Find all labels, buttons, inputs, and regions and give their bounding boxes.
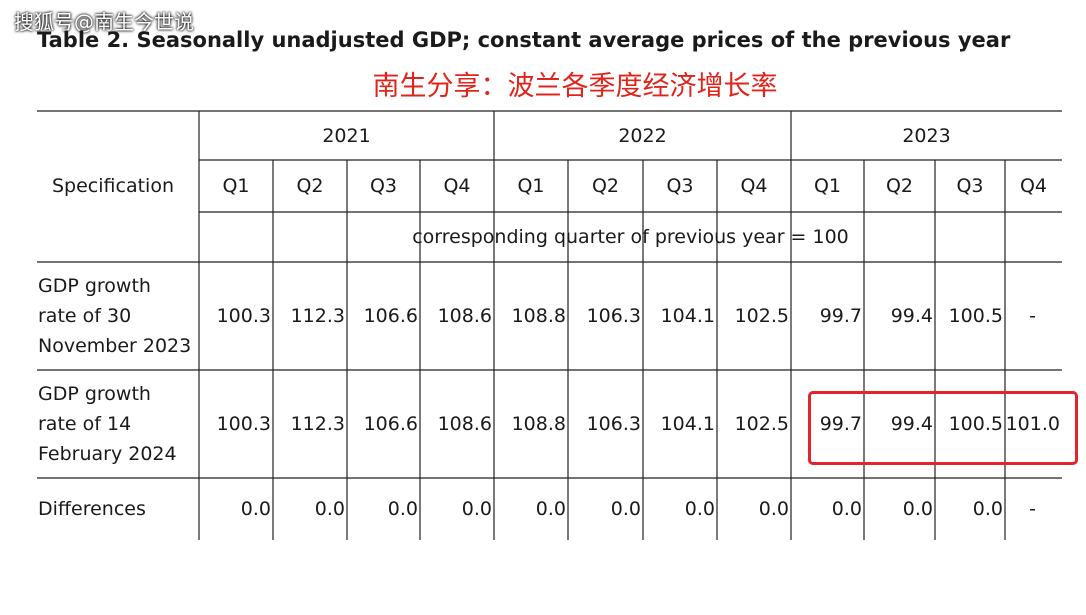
quarter-header: Q2 xyxy=(885,175,914,197)
value-cell: 104.1 xyxy=(660,413,715,435)
unit-note: corresponding quarter of previous year =… xyxy=(412,226,849,248)
quarter-header: Q4 xyxy=(1019,175,1048,197)
row-label-line: GDP growth xyxy=(38,275,151,297)
value-cell: 0.0 xyxy=(461,498,492,520)
quarter-header: Q3 xyxy=(666,175,694,197)
value-cell: 99.7 xyxy=(819,305,862,327)
quarter-header: Q4 xyxy=(443,175,471,197)
row-label-line: rate of 30 xyxy=(38,305,132,327)
value-cell: 0.0 xyxy=(831,498,862,520)
row-header: Specification xyxy=(52,175,174,197)
value-cell: 108.6 xyxy=(437,305,492,327)
year-header: 2023 xyxy=(902,124,951,147)
value-cell: 101.0 xyxy=(1005,413,1060,435)
value-cell: 106.3 xyxy=(586,305,641,327)
value-cell: 106.6 xyxy=(363,305,418,327)
value-cell: 0.0 xyxy=(684,498,715,520)
subtitle: 南生分享：波兰各季度经济增长率 xyxy=(372,71,778,102)
value-cell: 108.6 xyxy=(437,413,492,435)
value-cell: 102.5 xyxy=(734,413,789,435)
table-title: Table 2. Seasonally unadjusted GDP; cons… xyxy=(37,28,1011,52)
quarter-header: Q1 xyxy=(517,175,545,197)
row-label-line: GDP growth xyxy=(38,383,151,405)
quarter-header: Q2 xyxy=(296,175,324,197)
value-cell: 100.5 xyxy=(948,413,1003,435)
quarter-header: Q1 xyxy=(813,175,842,197)
value-cell: 108.8 xyxy=(511,413,566,435)
watermark: 搜狐号@南生今世说 xyxy=(14,10,194,34)
value-cell: 112.3 xyxy=(290,305,345,327)
value-cell: 0.0 xyxy=(902,498,933,520)
row-label: GDP growth rate of 30 November 2023 xyxy=(37,262,199,370)
value-cell: 100.3 xyxy=(216,305,271,327)
row-label: Differences xyxy=(37,478,199,540)
value-cell: 99.4 xyxy=(890,413,933,435)
quarter-header: Q1 xyxy=(222,175,250,197)
row-label-line: February 2024 xyxy=(38,443,177,465)
value-cell: 102.5 xyxy=(734,305,789,327)
value-cell: 0.0 xyxy=(387,498,418,520)
value-cell: 0.0 xyxy=(972,498,1003,520)
value-cell: 0.0 xyxy=(240,498,271,520)
value-cell: 104.1 xyxy=(660,305,715,327)
quarter-header: Q3 xyxy=(369,175,398,197)
row-label-line: Differences xyxy=(38,498,146,520)
row-label-line: rate of 14 xyxy=(38,413,132,435)
year-header: 2021 xyxy=(322,124,371,147)
quarter-header: Q4 xyxy=(740,175,768,197)
value-cell: - xyxy=(1029,498,1036,520)
value-cell: 99.7 xyxy=(819,413,862,435)
value-cell: 0.0 xyxy=(314,498,345,520)
quarter-header: Q2 xyxy=(591,175,620,197)
value-cell: 100.3 xyxy=(216,413,271,435)
highlight-box xyxy=(808,391,1078,465)
row-label-line: November 2023 xyxy=(38,335,192,357)
value-cell: 0.0 xyxy=(610,498,641,520)
value-cell: 99.4 xyxy=(890,305,933,327)
value-cell: 106.3 xyxy=(586,413,641,435)
value-cell: 0.0 xyxy=(535,498,566,520)
value-cell: 106.6 xyxy=(363,413,418,435)
value-cell: - xyxy=(1029,305,1036,327)
year-header: 2022 xyxy=(618,124,667,147)
value-cell: 108.8 xyxy=(511,305,566,327)
value-cell: 0.0 xyxy=(758,498,789,520)
value-cell: 112.3 xyxy=(290,413,345,435)
row-label: GDP growth rate of 14 February 2024 xyxy=(37,370,199,478)
quarter-header: Q3 xyxy=(956,175,984,197)
value-cell: 100.5 xyxy=(948,305,1003,327)
